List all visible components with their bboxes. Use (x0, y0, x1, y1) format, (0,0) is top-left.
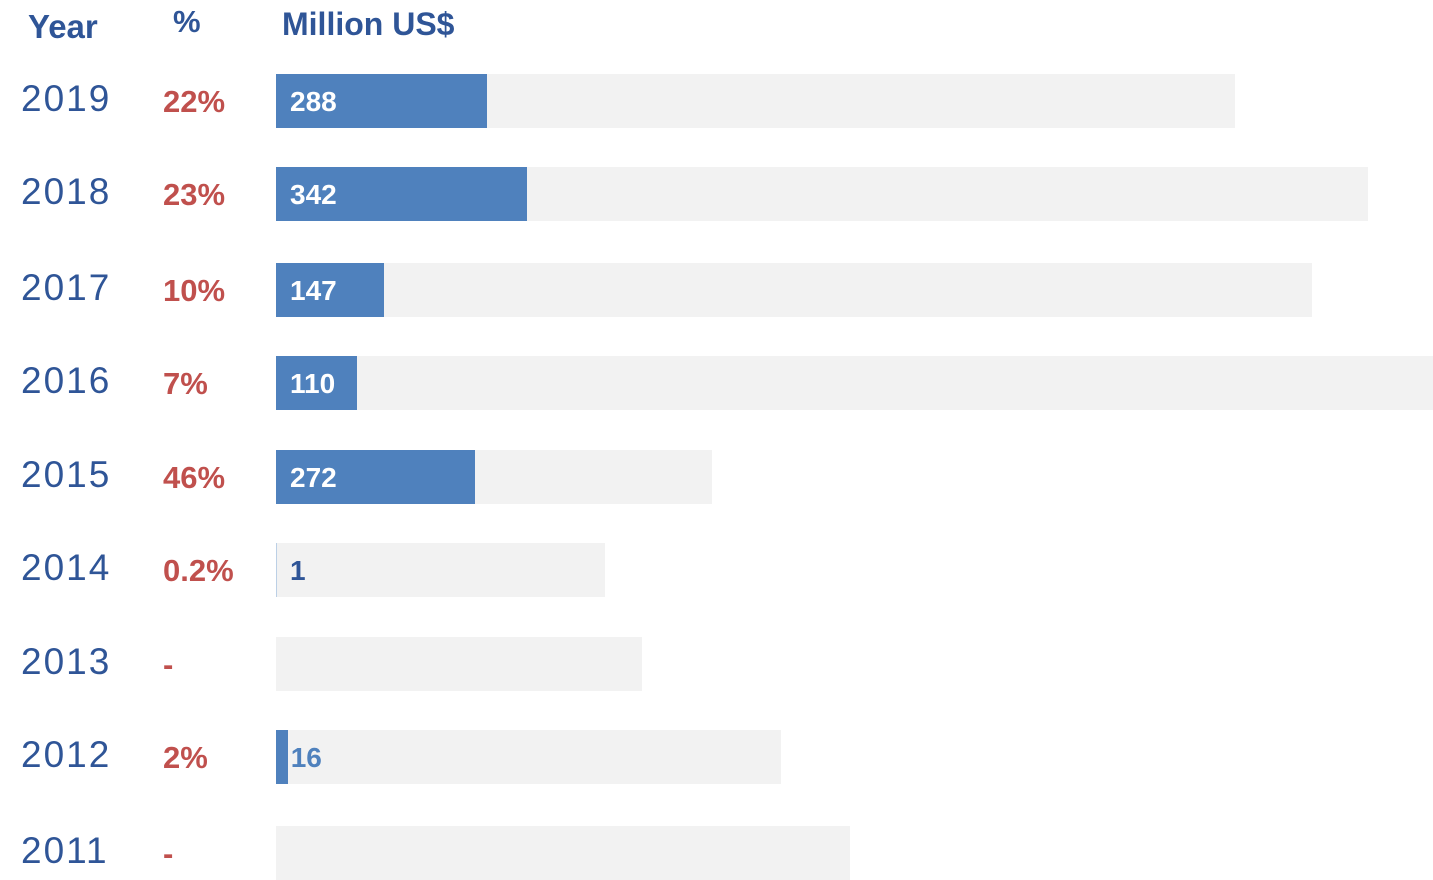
year-label: 2015 (21, 454, 112, 495)
bar-value (276, 450, 476, 504)
value-label: 147 (290, 275, 337, 306)
bar-track (276, 263, 1313, 317)
header-value: Million US$ (282, 6, 455, 42)
year-label: 2013 (21, 641, 112, 682)
year-label: 2017 (21, 267, 112, 308)
bar-value (276, 167, 527, 221)
year-label: 2012 (21, 734, 112, 775)
row-2015: 2015 46% 272 (0, 450, 1433, 504)
bar-track (276, 730, 781, 784)
bar-value (276, 543, 277, 597)
percent-label: 2% (163, 740, 208, 775)
percent-label: 46% (163, 460, 226, 495)
header-year: Year (28, 8, 98, 45)
value-label: 16 (290, 742, 322, 773)
percent-label: 0.2% (163, 553, 234, 588)
bar-track (276, 356, 1433, 410)
value-label: 288 (290, 86, 337, 117)
value-label: 110 (290, 368, 336, 399)
year-label: 2018 (21, 171, 112, 212)
year-label: 2016 (21, 360, 112, 401)
header-percent: % (173, 4, 201, 39)
row-2011: 2011 - (0, 826, 1433, 880)
bar-track (276, 637, 643, 691)
row-2014: 2014 0.2% 1 (0, 543, 1433, 597)
year-label: 2011 (21, 830, 109, 871)
row-2019: 2019 22% 288 (0, 74, 1433, 128)
value-label: 272 (290, 462, 337, 493)
row-2016: 2016 7% 110 (0, 356, 1433, 410)
bar-track (276, 543, 605, 597)
percent-label: - (163, 647, 174, 682)
bar-value (276, 356, 357, 410)
year-label: 2019 (21, 78, 112, 119)
percent-label: 7% (163, 366, 208, 401)
percent-label: - (163, 836, 174, 871)
percent-label: 22% (163, 84, 226, 119)
row-2018: 2018 23% 342 (0, 167, 1433, 221)
bar-value (276, 263, 384, 317)
bar-value (276, 74, 487, 128)
year-label: 2014 (21, 547, 112, 588)
row-2012: 2012 2% 16 (0, 730, 1433, 784)
value-label: 1 (290, 555, 306, 586)
bar-value (276, 730, 288, 784)
percent-label: 23% (163, 177, 226, 212)
row-2017: 2017 10% 147 (0, 263, 1433, 317)
value-label: 342 (290, 179, 337, 210)
bar-track (276, 826, 851, 880)
row-2013: 2013 - (0, 637, 1433, 691)
percent-label: 10% (163, 273, 226, 308)
